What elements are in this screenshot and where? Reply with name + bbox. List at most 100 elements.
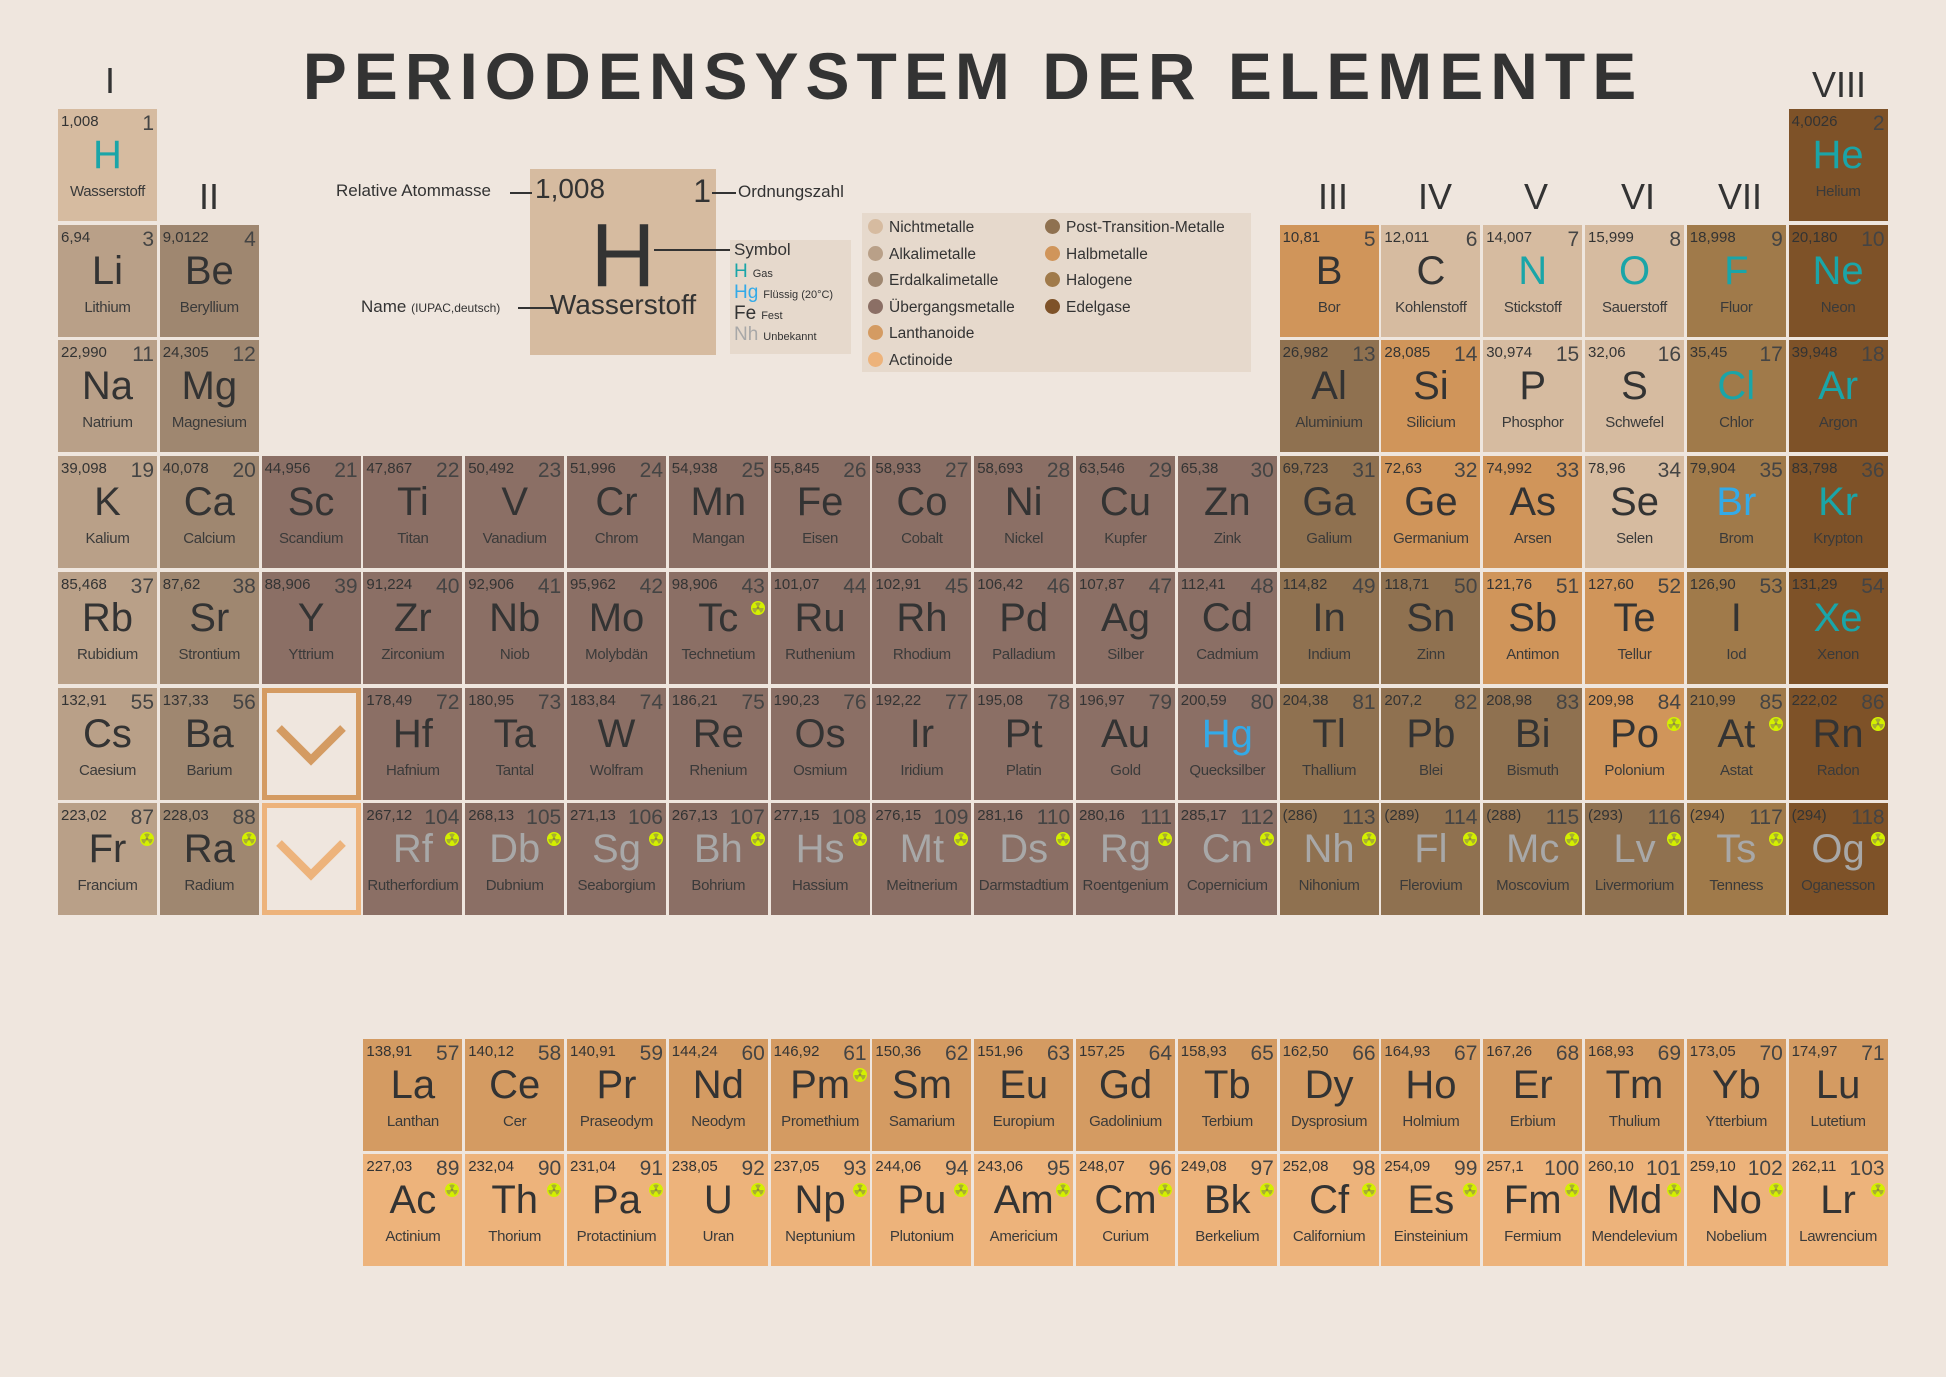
element-symbol: Nd [692, 1063, 744, 1107]
element-name: Kohlenstoff [1395, 298, 1467, 316]
legend-label: Lanthanoide [889, 325, 975, 342]
radioactive-icon [445, 832, 460, 847]
atomic-number: 65 [1250, 1042, 1274, 1065]
element-cell-cr: 51,996 24 Cr Chrom [567, 456, 666, 569]
atomic-mass: 1,008 [61, 113, 99, 130]
group-label-iv: IV [1417, 176, 1452, 217]
element-cell-os: 190,23 76 Os Osmium [770, 687, 870, 800]
atomic-number: 88 [232, 806, 256, 830]
atomic-number: 97 [1250, 1157, 1274, 1180]
element-name: Nihonium [1298, 877, 1360, 895]
element-symbol: Rn [1812, 711, 1864, 756]
atomic-number: 94 [945, 1157, 969, 1180]
radioactive-icon [1565, 832, 1580, 847]
element-cell-rb: 85,468 37 Rb Rubidium [58, 571, 157, 684]
element-cell-ni: 58,693 28 Ni Nickel [974, 456, 1074, 569]
element-symbol: Pd [999, 595, 1049, 640]
element-symbol: Sr [189, 595, 230, 640]
element-cell-mo: 95,962 42 Mo Molybdän [567, 571, 666, 684]
atomic-mass: 262,11 [1791, 1158, 1837, 1175]
atomic-mass: 243,06 [977, 1158, 1024, 1175]
element-cell-he: 4,0026 2 He Helium [1788, 109, 1888, 221]
radioactive-icon [954, 832, 969, 847]
atomic-number: 66 [1352, 1042, 1376, 1065]
element-cell-se: 78,96 34 Se Selen [1585, 456, 1684, 569]
element-name: Neon [1820, 298, 1856, 316]
element-symbol: Gd [1098, 1063, 1153, 1107]
atomic-mass: 158,93 [1180, 1043, 1227, 1060]
atomic-mass: 200,59 [1180, 691, 1227, 709]
element-cell-la: 138,91 57 La Lanthan [363, 1039, 463, 1151]
atomic-mass: 196,97 [1079, 691, 1125, 709]
element-cell-ce: 140,12 58 Ce Cer [465, 1039, 565, 1151]
atomic-mass: 58,693 [977, 460, 1024, 478]
element-symbol: Lu [1815, 1063, 1861, 1107]
legend-dot-icon [1045, 245, 1060, 261]
atomic-mass: 40,078 [162, 460, 209, 478]
element-cell-og: (294) 118 Og Oganesson [1788, 803, 1888, 916]
element-name: Xenon [1817, 645, 1860, 663]
atomic-number: 40 [436, 574, 460, 598]
element-name: Yttrium [288, 645, 334, 663]
atomic-number: 1 [142, 112, 154, 135]
element-symbol: U [703, 1178, 733, 1222]
atomic-number: 47 [1148, 574, 1172, 598]
element-cell-in: 114,82 49 In Indium [1279, 571, 1379, 684]
element-name: Mendelevium [1591, 1228, 1678, 1245]
element-name: Livermorium [1594, 877, 1675, 895]
radioactive-icon [1768, 1183, 1783, 1197]
atomic-mass: 207,2 [1384, 691, 1422, 709]
element-symbol: Pu [897, 1178, 947, 1222]
element-name: Eisen [802, 530, 839, 548]
atomic-mass: 126,90 [1689, 575, 1736, 593]
atomic-number: 22 [436, 459, 460, 483]
atomic-mass: 106,42 [977, 575, 1024, 593]
atomic-number: 77 [945, 690, 969, 714]
element-cell-pr: 140,91 59 Pr Praseodym [567, 1039, 666, 1151]
element-symbol: Cn [1201, 827, 1253, 872]
element-name: Beryllium [179, 298, 239, 316]
element-symbol: Bi [1514, 711, 1551, 756]
atomic-number: 57 [436, 1042, 460, 1065]
element-name: Argon [1818, 414, 1858, 432]
atomic-mass: 186,21 [671, 691, 718, 709]
element-name: Erbium [1509, 1113, 1556, 1130]
key-example-number: 1 [693, 173, 711, 209]
atomic-mass: 14,007 [1486, 228, 1533, 246]
element-name: Fermium [1504, 1228, 1562, 1245]
legend-item-ln: Lanthanoide [868, 325, 974, 343]
atomic-number: 107 [729, 806, 765, 830]
atomic-number: 102 [1747, 1157, 1783, 1180]
atomic-mass: 26,982 [1282, 344, 1329, 362]
radioactive-icon [954, 1183, 969, 1197]
element-cell-mt: 276,15 109 Mt Meitnerium [872, 803, 972, 916]
element-name: Kupfer [1104, 530, 1147, 548]
element-name: Rutherfordium [367, 877, 459, 895]
element-symbol: Rg [1099, 827, 1152, 872]
element-name: Schwefel [1605, 414, 1664, 432]
atomic-number: 55 [130, 690, 154, 714]
atomic-mass: 231,04 [570, 1158, 616, 1175]
element-cell-sn: 118,71 50 Sn Zinn [1381, 571, 1481, 684]
element-symbol: Th [491, 1178, 539, 1222]
atomic-number: 17 [1759, 343, 1783, 367]
element-name: Krypton [1813, 530, 1863, 548]
element-cell-h: 1,008 1 H Wasserstoff [58, 109, 157, 221]
atomic-number: 21 [334, 459, 358, 483]
element-symbol: Og [1811, 827, 1865, 872]
atomic-number: 73 [537, 690, 562, 714]
atomic-mass: 183,84 [570, 691, 616, 709]
atomic-mass: 252,08 [1282, 1158, 1329, 1175]
element-cell-pu: 244,06 94 Pu Plutonium [872, 1154, 972, 1266]
atomic-mass: 222,02 [1791, 691, 1838, 709]
atomic-number: 54 [1861, 574, 1885, 598]
atomic-number: 62 [945, 1042, 969, 1065]
atomic-mass: 285,17 [1180, 807, 1227, 825]
element-name: Barium [186, 761, 233, 779]
element-cell-tl: 204,38 81 Tl Thallium [1279, 687, 1379, 800]
element-cell-ds: 281,16 110 Ds Darmstadtium [974, 803, 1074, 916]
atomic-number: 4 [244, 227, 256, 251]
atomic-mass: 18,998 [1689, 228, 1736, 246]
atomic-mass: 63,546 [1079, 460, 1125, 478]
element-symbol: Co [896, 480, 948, 525]
